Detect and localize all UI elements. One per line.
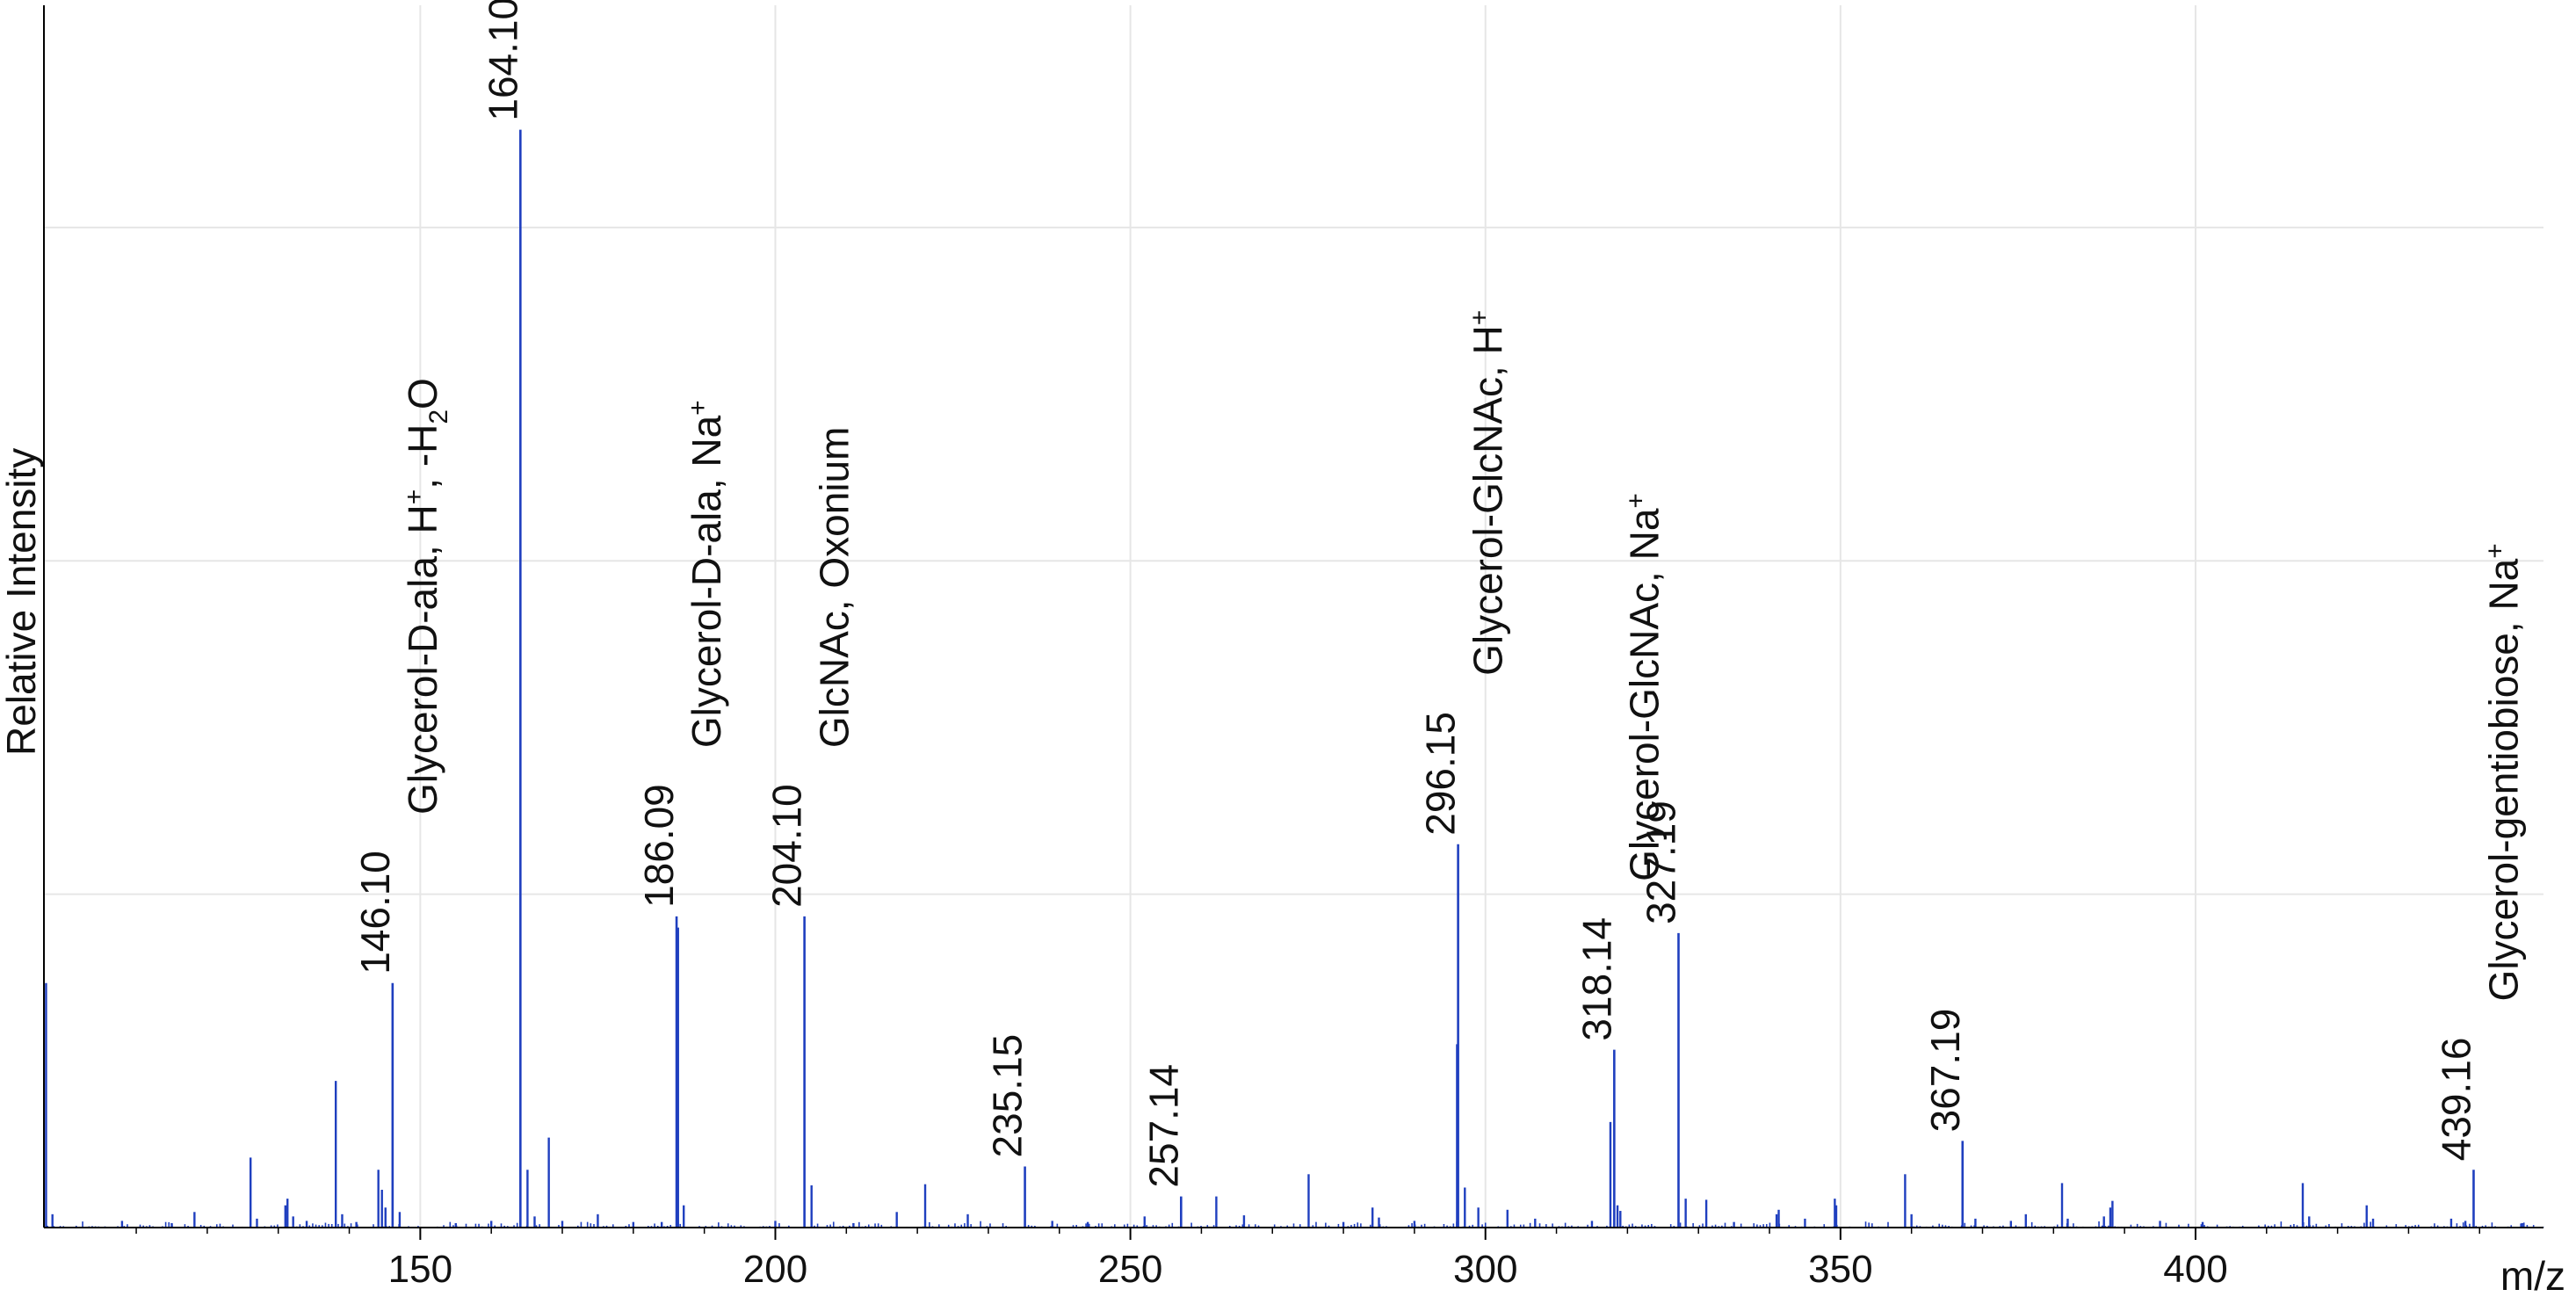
peak-mz-label-8: 327.19 (1638, 801, 1683, 924)
peak-annotation-10: Glycerol-gentiobiose, Na+ (2480, 543, 2526, 1001)
peak-annotation-6: Glycerol-GlcNAc, H+ (1465, 310, 1511, 676)
peak-annotation-text-6: Glycerol-GlcNAc, H+ (1465, 310, 1511, 676)
peak-annotation-text-0: Glycerol-D-ala, H+, -H2O (400, 378, 453, 815)
peak-annotation-text-2: Glycerol-D-ala, Na+ (684, 400, 729, 748)
peak-mz-label-6: 296.15 (1418, 712, 1464, 836)
peak-mz-label-4: 235.15 (985, 1034, 1031, 1158)
peak-mz-label-3: 204.10 (764, 784, 810, 908)
peak-mz-text-5: 257.14 (1140, 1064, 1186, 1188)
x-tick-label-1: 200 (743, 1248, 807, 1291)
peak-mz-text-9: 367.19 (1922, 1009, 1968, 1133)
y-axis-title: Relative Intensity (0, 448, 44, 756)
axes (43, 5, 2543, 1228)
grid-lines (44, 5, 2543, 1228)
peak-mz-text-2: 186.09 (636, 784, 682, 908)
peak-mz-label-1: 164.10 (480, 0, 525, 121)
peak-mz-label-10: 439.16 (2433, 1038, 2478, 1162)
peak-mz-text-7: 318.14 (1574, 917, 1619, 1041)
peak-mz-label-0: 146.10 (352, 851, 398, 974)
x-axis-title: m/z (2500, 1253, 2565, 1299)
peak-annotation-7: Glycerol-GlcNAc, Na+ (1621, 493, 1667, 881)
peak-annotation-text-3: GlcNAc, Oxonium (812, 427, 857, 749)
peak-annotation-text-7: Glycerol-GlcNAc, Na+ (1621, 493, 1667, 881)
peak-mz-text-8: 327.19 (1638, 801, 1683, 924)
x-tick-label-2: 250 (1098, 1248, 1162, 1291)
x-ticks: 150 200 250 300 350 400 (135, 1228, 2481, 1291)
peak-mz-text-10: 439.16 (2433, 1038, 2478, 1162)
peak-mz-label-5: 257.14 (1140, 1064, 1186, 1188)
peak-mz-text-1: 164.10 (480, 0, 525, 121)
peak-mz-label-9: 367.19 (1922, 1009, 1968, 1133)
peak-mz-label-2: 186.09 (636, 784, 682, 908)
peak-annotation-3: GlcNAc, Oxonium (812, 427, 857, 749)
peak-mz-text-4: 235.15 (985, 1034, 1031, 1158)
peak-mz-label-7: 318.14 (1574, 917, 1619, 1041)
peak-mz-text-3: 204.10 (764, 784, 810, 908)
x-tick-label-3: 300 (1453, 1248, 1517, 1291)
x-tick-label-5: 400 (2163, 1248, 2227, 1291)
peak-mz-text-0: 146.10 (352, 851, 398, 974)
x-tick-label-4: 350 (1808, 1248, 1872, 1291)
peak-mz-text-6: 296.15 (1418, 712, 1464, 836)
peak-annotation-2: Glycerol-D-ala, Na+ (684, 400, 729, 748)
x-tick-label-0: 150 (388, 1248, 452, 1291)
peak-annotation-0: Glycerol-D-ala, H+, -H2O (400, 378, 453, 815)
peak-annotation-text-10: Glycerol-gentiobiose, Na+ (2480, 543, 2526, 1001)
